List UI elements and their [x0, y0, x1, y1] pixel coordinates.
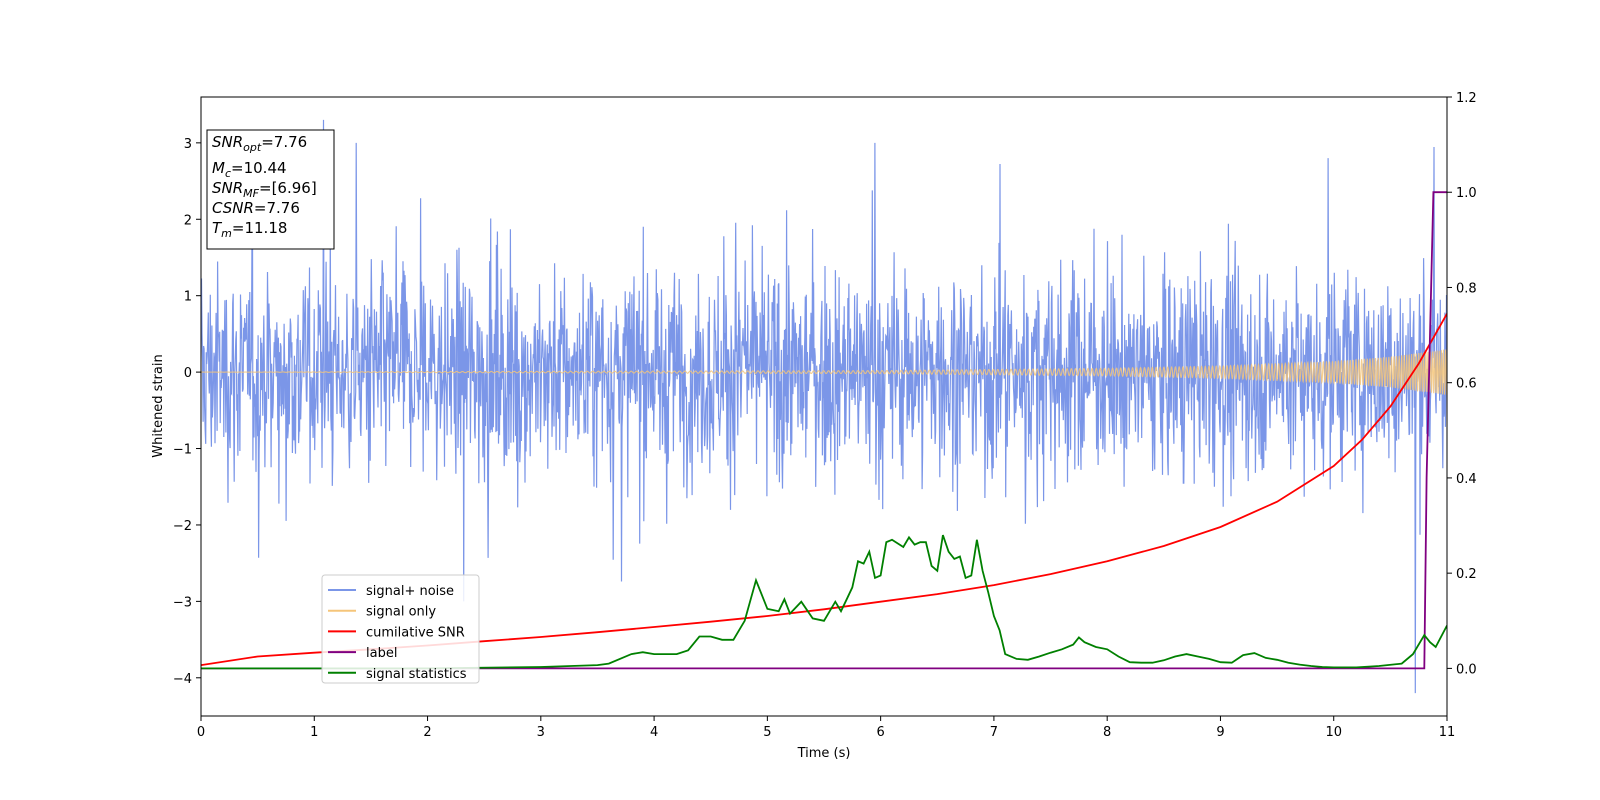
y-left-tick-label: −2 — [173, 519, 192, 534]
x-tick-label: 2 — [423, 725, 431, 740]
y-right-axis: 0.0 0.2 0.4 0.6 0.8 1.0 1.2 — [1447, 91, 1477, 677]
x-tick-label: 1 — [310, 725, 318, 740]
y-right-tick-label: 0.8 — [1456, 281, 1477, 296]
signal-only-line — [201, 349, 1447, 395]
y-right-tick-label: 0.0 — [1456, 662, 1477, 677]
annotation-line: Tm=11.18 — [212, 219, 287, 240]
legend-label: label — [366, 646, 397, 661]
annotation-line: CSNR=7.76 — [212, 199, 300, 217]
signal-noise-line — [201, 119, 1447, 694]
label-line — [201, 191, 1447, 670]
x-tick-label: 0 — [197, 725, 205, 740]
x-tick-label: 4 — [650, 725, 658, 740]
x-tick-label: 5 — [763, 725, 771, 740]
x-tick-label: 11 — [1439, 725, 1456, 740]
annotation-symbol: M — [212, 159, 225, 177]
annotation-line: SNRopt=7.76 — [212, 133, 307, 154]
y-left-tick-label: 3 — [184, 137, 192, 152]
legend-label: cumilative SNR — [366, 625, 465, 640]
y-left-tick-label: −1 — [173, 443, 192, 458]
x-tick-label: 10 — [1325, 725, 1342, 740]
annotation-line: SNRMF=[6.96] — [212, 179, 317, 200]
legend-label: signal statistics — [366, 667, 467, 682]
y-left-tick-label: −4 — [173, 672, 192, 687]
y-left-tick-label: −3 — [173, 595, 192, 610]
annotation-subscript: m — [221, 227, 232, 240]
legend-frame — [321, 574, 480, 684]
y-right-tick-label: 1.0 — [1456, 186, 1477, 201]
y-left-axis: −4 −3 −2 −1 0 1 2 3 — [173, 137, 201, 687]
y-right-tick-label: 1.2 — [1456, 91, 1477, 106]
y-right-tick-label: 0.4 — [1456, 472, 1477, 487]
x-axis-label: Time (s) — [797, 746, 851, 761]
annotation-symbol: CSNR — [212, 199, 254, 217]
annotation-subscript: MF — [243, 187, 259, 200]
y-left-tick-label: 0 — [184, 366, 192, 381]
legend-label: signal only — [366, 605, 436, 620]
signal-statistics-line — [201, 534, 1447, 670]
annotation-frame — [206, 129, 335, 250]
annotation-value: =10.44 — [231, 159, 287, 177]
legend-label: signal+ noise — [366, 584, 454, 599]
annotation-value: =7.76 — [254, 199, 300, 217]
signal-noise-series — [201, 119, 1447, 694]
annotation-value: =11.18 — [232, 219, 288, 237]
signal-only-series — [201, 349, 1447, 395]
annotation-subscript: opt — [243, 141, 262, 154]
annotation-subscript: c — [225, 167, 231, 180]
y-right-tick-label: 0.2 — [1456, 567, 1477, 582]
y-right-tick-label: 0.6 — [1456, 377, 1477, 392]
y-left-tick-label: 2 — [184, 213, 192, 228]
plot-frame — [200, 96, 1448, 717]
legend: signal+ noise signal only cumilative SNR la… — [321, 574, 480, 684]
y-left-tick-label: 1 — [184, 290, 192, 305]
x-tick-label: 6 — [876, 725, 884, 740]
x-tick-label: 9 — [1216, 725, 1224, 740]
annotation-value: =7.76 — [261, 133, 307, 151]
x-tick-label: 7 — [990, 725, 998, 740]
annotation-value: =[6.96] — [259, 179, 317, 197]
annotation-symbol: SNR — [212, 179, 243, 197]
x-tick-label: 8 — [1103, 725, 1111, 740]
annotation-symbol: T — [212, 219, 223, 237]
y-axis-label: Whitened strain — [151, 354, 166, 457]
annotation-line: Mc=10.44 — [212, 159, 287, 180]
stats-annotation-box: SNRopt=7.76Mc=10.44SNRMF=[6.96]CSNR=7.76… — [206, 129, 335, 250]
annotation-symbol: SNR — [212, 133, 243, 151]
x-axis: 0 1 2 3 4 5 6 7 8 9 10 11 — [197, 716, 1455, 740]
x-tick-label: 3 — [537, 725, 545, 740]
